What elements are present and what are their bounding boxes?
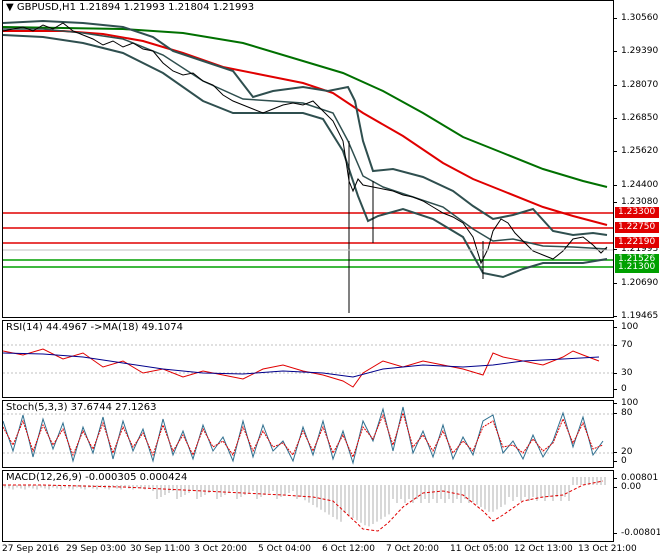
time-label: 27 Sep 2016 bbox=[2, 544, 60, 554]
price-tick: 1.26850 bbox=[612, 113, 659, 123]
rsi-header: RSI(14) 44.4967 ->MA(18) 49.1074 bbox=[6, 322, 183, 333]
stoch-svg bbox=[3, 406, 613, 465]
bollinger-upper bbox=[3, 19, 608, 237]
slow-moving-average bbox=[3, 26, 608, 188]
price-tick: 1.28070 bbox=[612, 80, 659, 90]
rsi-line bbox=[3, 348, 600, 388]
level-box-4: 1.21526 bbox=[615, 254, 659, 265]
macd-histogram bbox=[4, 477, 606, 527]
price-tick: 1.20690 bbox=[612, 278, 659, 288]
price-tick: 1.25620 bbox=[612, 146, 659, 156]
stoch-signal-line bbox=[3, 411, 604, 459]
level-box-3: 1.22190 bbox=[615, 237, 659, 248]
rsi-tick: 70 bbox=[612, 340, 633, 350]
price-bars bbox=[3, 22, 608, 313]
medium-moving-average bbox=[3, 30, 608, 226]
stoch-tick: 20 bbox=[612, 447, 633, 457]
macd-header: MACD(12,26,9) -0.000305 0.000424 bbox=[6, 472, 188, 483]
macd-tick: 0.00 bbox=[612, 482, 642, 492]
macd-axis: 0.00801 0.00 -0.00801 bbox=[612, 470, 660, 542]
macd-svg bbox=[3, 477, 606, 532]
time-label: 3 Oct 20:00 bbox=[194, 544, 247, 554]
macd-tick: 0.00801 bbox=[612, 473, 659, 483]
bollinger-lower bbox=[3, 34, 608, 279]
time-label: 30 Sep 11:00 bbox=[130, 544, 191, 554]
rsi-svg bbox=[3, 344, 613, 388]
price-tick: 1.19465 bbox=[612, 311, 659, 321]
price-chart-pane[interactable]: ▼ GBPUSD,H1 1.21894 1.21993 1.21804 1.21… bbox=[2, 0, 614, 318]
stoch-axis: 100 80 20 0 bbox=[612, 398, 660, 468]
time-label: 7 Oct 20:00 bbox=[386, 544, 439, 554]
macd-signal-line bbox=[3, 480, 604, 532]
rsi-ma-line bbox=[3, 352, 600, 378]
price-chart-svg bbox=[3, 19, 613, 313]
time-label: 13 Oct 21:00 bbox=[578, 544, 637, 554]
symbol-info: GBPUSD,H1 1.21894 1.21993 1.21804 1.2199… bbox=[16, 2, 255, 13]
price-tick: 1.29390 bbox=[612, 46, 659, 56]
time-label: 29 Sep 03:00 bbox=[66, 544, 127, 554]
stoch-tick: 80 bbox=[612, 408, 633, 418]
price-tick: 1.24400 bbox=[612, 180, 659, 190]
rsi-tick: 0 bbox=[613, 384, 627, 394]
rsi-tick: 100 bbox=[612, 322, 639, 332]
time-label: 12 Oct 13:00 bbox=[514, 544, 573, 554]
rsi-tick: 30 bbox=[612, 368, 633, 378]
macd-tick: -0.00801 bbox=[612, 528, 660, 538]
dropdown-triangle-icon[interactable]: ▼ bbox=[6, 2, 17, 13]
chart-header: ▼ GBPUSD,H1 1.21894 1.21993 1.21804 1.21… bbox=[6, 2, 254, 13]
stoch-tick: 100 bbox=[612, 398, 639, 408]
time-label: 6 Oct 12:00 bbox=[322, 544, 375, 554]
time-label: 5 Oct 04:00 bbox=[258, 544, 311, 554]
stochastic-pane[interactable]: Stoch(5,3,3) 37.6744 27.1263 bbox=[2, 400, 614, 468]
price-tick: 1.30560 bbox=[612, 13, 659, 23]
level-box-2: 1.22750 bbox=[615, 222, 659, 233]
stoch-header: Stoch(5,3,3) 37.6744 27.1263 bbox=[6, 402, 157, 413]
level-box-1: 1.23300 bbox=[615, 207, 659, 218]
rsi-axis: 100 70 30 0 bbox=[612, 320, 660, 398]
stoch-main-line bbox=[3, 406, 604, 465]
level-box-5: 1.21300 bbox=[615, 262, 659, 273]
time-label: 11 Oct 05:00 bbox=[450, 544, 509, 554]
macd-pane[interactable]: MACD(12,26,9) -0.000305 0.000424 bbox=[2, 470, 614, 542]
stoch-tick: 0 bbox=[613, 456, 627, 466]
price-tick: 1.23080 bbox=[612, 197, 659, 207]
price-tick: 1.21993 bbox=[612, 244, 659, 254]
bollinger-middle bbox=[3, 28, 608, 250]
rsi-pane[interactable]: RSI(14) 44.4967 ->MA(18) 49.1074 bbox=[2, 320, 614, 398]
price-axis: 1.30560 1.29390 1.28070 1.26850 1.25620 … bbox=[612, 0, 660, 321]
